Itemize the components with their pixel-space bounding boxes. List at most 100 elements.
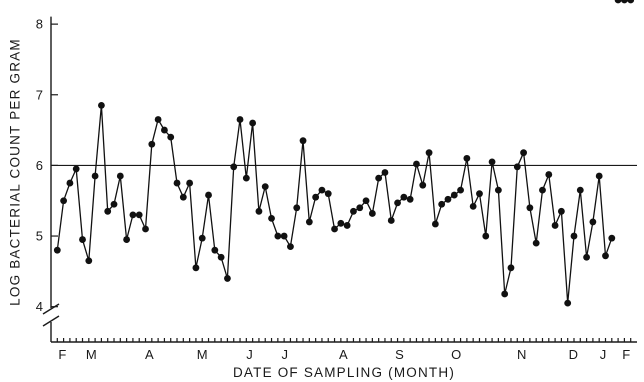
data-point xyxy=(255,207,263,215)
data-point xyxy=(494,186,502,194)
data-point xyxy=(123,236,131,243)
data-point xyxy=(299,137,307,145)
data-point xyxy=(476,190,483,198)
data-point xyxy=(91,172,99,180)
data-point xyxy=(261,183,269,190)
x-axis-title: DATE OF SAMPLING (MONTH) xyxy=(233,365,455,380)
y-tick-label: 4 xyxy=(36,299,43,314)
data-point xyxy=(589,218,597,226)
data-series xyxy=(53,0,635,307)
data-point xyxy=(110,200,118,208)
x-tick-label: F xyxy=(622,347,630,362)
data-point xyxy=(620,0,628,4)
data-point xyxy=(343,222,351,229)
data-point xyxy=(400,193,408,201)
x-tick-label: J xyxy=(600,347,607,362)
data-point xyxy=(167,133,175,141)
data-point xyxy=(520,149,527,157)
x-tick-label: J xyxy=(282,347,289,362)
y-axis-title: LOG BACTERIAL COUNT PER GRAM xyxy=(8,38,23,306)
data-point xyxy=(53,246,61,254)
data-point xyxy=(60,197,68,205)
data-point xyxy=(116,172,124,180)
data-point xyxy=(293,204,301,212)
data-point xyxy=(154,116,162,123)
data-point xyxy=(532,239,540,247)
data-point xyxy=(602,252,609,260)
data-point xyxy=(287,243,294,251)
data-point xyxy=(161,126,168,134)
data-point xyxy=(595,172,603,180)
x-tick-label: A xyxy=(339,347,348,362)
data-point xyxy=(148,140,156,148)
data-point xyxy=(337,219,345,227)
data-point xyxy=(375,174,383,182)
data-point xyxy=(576,186,584,194)
x-tick-label: S xyxy=(395,347,404,362)
data-point xyxy=(469,202,477,210)
x-tick-label: N xyxy=(517,347,526,362)
data-point xyxy=(551,222,559,229)
data-point xyxy=(381,169,389,176)
data-point xyxy=(72,165,80,173)
data-point xyxy=(356,204,364,212)
x-tick-label: M xyxy=(86,347,97,362)
data-point xyxy=(513,163,521,171)
data-point xyxy=(608,234,616,242)
data-point xyxy=(79,236,86,243)
data-point xyxy=(142,225,149,233)
data-point xyxy=(242,174,250,182)
data-point xyxy=(450,191,458,199)
data-point xyxy=(173,179,181,187)
data-point xyxy=(236,116,244,123)
data-point xyxy=(501,290,509,298)
x-tick-label: D xyxy=(569,347,578,362)
data-point xyxy=(425,149,433,157)
series-line xyxy=(56,104,613,304)
x-tick-label: A xyxy=(145,347,154,362)
data-point xyxy=(387,217,395,224)
data-point xyxy=(394,199,401,207)
data-point xyxy=(539,186,546,194)
data-point xyxy=(444,195,452,203)
data-point xyxy=(211,246,219,254)
data-point xyxy=(217,253,225,261)
data-point xyxy=(564,299,572,307)
data-point xyxy=(135,211,143,219)
data-point xyxy=(331,225,338,233)
data-point xyxy=(438,200,446,208)
data-point xyxy=(350,207,357,215)
data-point xyxy=(419,181,427,189)
data-point xyxy=(274,232,282,240)
data-point xyxy=(230,163,238,171)
data-point xyxy=(482,232,490,240)
data-point xyxy=(507,264,515,272)
data-point xyxy=(431,220,439,228)
data-point xyxy=(312,193,320,201)
y-tick-label: 7 xyxy=(36,87,43,102)
data-point xyxy=(198,234,206,242)
data-point xyxy=(104,207,112,215)
data-point xyxy=(570,232,578,240)
data-point xyxy=(583,253,590,261)
data-point xyxy=(192,264,200,272)
data-point xyxy=(66,179,74,187)
data-point xyxy=(413,160,420,168)
data-point xyxy=(98,101,105,109)
data-point xyxy=(324,190,332,198)
x-tick-label: O xyxy=(451,347,461,362)
data-point xyxy=(205,191,212,199)
data-point xyxy=(406,195,414,203)
data-point xyxy=(557,207,565,215)
data-point xyxy=(129,211,137,219)
axis-break-mark xyxy=(42,315,60,327)
data-point xyxy=(457,186,464,194)
data-point xyxy=(186,179,194,187)
data-point xyxy=(179,193,187,201)
data-point xyxy=(85,257,93,265)
y-tick-label: 8 xyxy=(36,17,43,32)
axis-break-mark xyxy=(42,303,60,315)
data-point xyxy=(280,232,288,240)
